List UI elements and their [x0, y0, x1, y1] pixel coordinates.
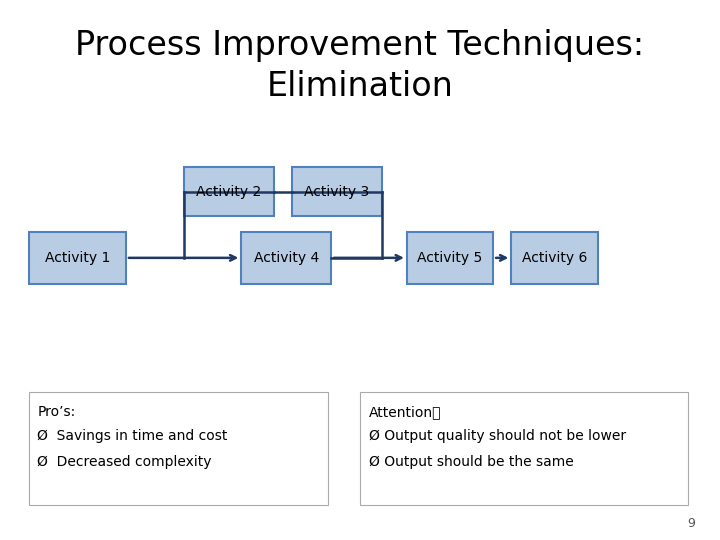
Text: Activity 1: Activity 1 [45, 251, 110, 265]
FancyBboxPatch shape [29, 232, 126, 284]
FancyBboxPatch shape [292, 167, 382, 216]
Text: Elimination: Elimination [266, 70, 454, 103]
Text: Attention！: Attention！ [369, 405, 441, 419]
Text: Activity 3: Activity 3 [304, 185, 369, 199]
Text: Pro’s:: Pro’s: [37, 405, 76, 419]
FancyBboxPatch shape [184, 167, 274, 216]
Text: Activity 6: Activity 6 [522, 251, 587, 265]
FancyBboxPatch shape [407, 232, 493, 284]
FancyBboxPatch shape [29, 392, 328, 505]
FancyBboxPatch shape [360, 392, 688, 505]
Text: Process Improvement Techniques:: Process Improvement Techniques: [76, 29, 644, 63]
FancyBboxPatch shape [511, 232, 598, 284]
FancyBboxPatch shape [241, 232, 331, 284]
Text: Activity 4: Activity 4 [253, 251, 319, 265]
Text: Ø  Decreased complexity: Ø Decreased complexity [37, 455, 212, 469]
Text: Activity 5: Activity 5 [418, 251, 482, 265]
Text: 9: 9 [687, 517, 695, 530]
Text: Ø Output should be the same: Ø Output should be the same [369, 455, 573, 469]
Text: Ø Output quality should not be lower: Ø Output quality should not be lower [369, 429, 626, 443]
Text: Activity 2: Activity 2 [196, 185, 261, 199]
Text: Ø  Savings in time and cost: Ø Savings in time and cost [37, 429, 228, 443]
